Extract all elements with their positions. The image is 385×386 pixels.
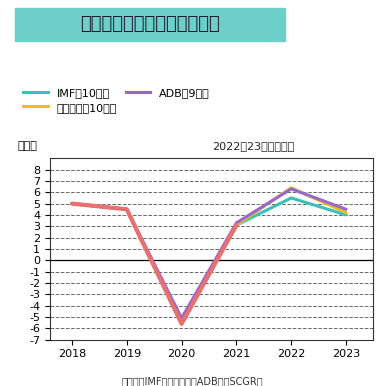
Text: 2022～23年は見通し: 2022～23年は見通し xyxy=(212,141,294,151)
Text: （％）: （％） xyxy=(18,141,38,151)
Legend: IMF（10月）, 世界銀行（10月）, ADB（9月）: IMF（10月）, 世界銀行（10月）, ADB（9月） xyxy=(23,87,210,113)
Text: （出所）IMF、世界銀行、ADBよりSCGR作: （出所）IMF、世界銀行、ADBよりSCGR作 xyxy=(122,376,263,386)
Text: マレーシア経済成長率見通し: マレーシア経済成長率見通し xyxy=(80,15,220,33)
